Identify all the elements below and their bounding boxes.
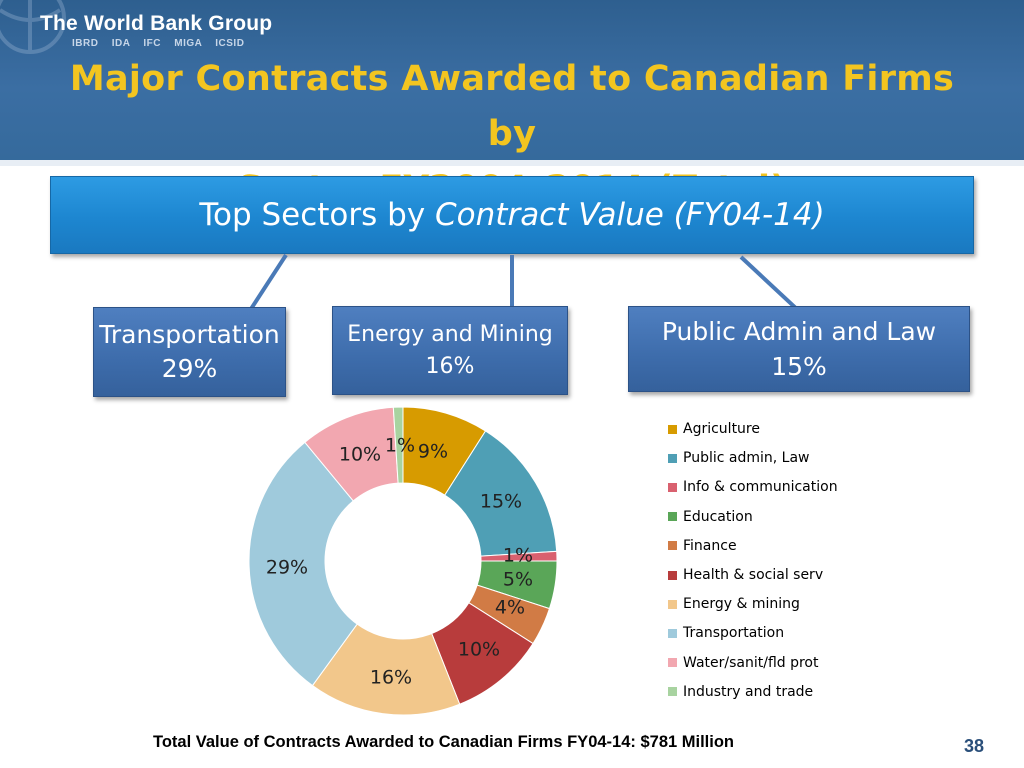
donut-slice-0 [402,406,487,496]
page-number: 38 [964,736,985,756]
legend-label: Industry and trade [683,683,814,700]
title-line-1: Major Contracts Awarded to Canadian Firm… [69,59,955,154]
legend-item: Info & communication [668,476,838,498]
data-label-6: 16% [370,667,412,689]
legend-swatch [668,453,677,463]
sector-value: 29% [161,354,218,383]
top-sectors-label-italic: Contract Value (FY04-14) [435,197,825,233]
sector-value: 15% [771,352,827,381]
data-label-1: 15% [480,491,522,513]
legend-label: Health & social serv [683,567,824,583]
header-divider [0,160,1024,166]
legend-label: Info & communication [683,479,838,496]
legend-label: Education [683,508,753,525]
top-sectors-label: Top Sectors by [199,197,436,233]
legend-item: Health & social serv [668,564,823,586]
donut-slice-8 [304,406,399,502]
sector-box-energy-mining: Energy and Mining 16% [332,306,568,395]
data-label-7: 29% [266,557,308,579]
donut-slice-7 [248,441,358,687]
legend-swatch [668,482,677,492]
legend-swatch [668,424,677,434]
donut-slice-2 [480,550,558,562]
legend-label: Water/sanit/fld prot [683,654,819,671]
sector-value: 16% [425,353,475,379]
donut-slice-3 [476,560,558,610]
legend-label: Public admin, Law [683,450,810,467]
legend-item: Public admin, Law [668,447,809,469]
legend-item: Water/sanit/fld prot [668,652,819,674]
sector-name: Energy and Mining [347,321,553,347]
donut-slice-5 [431,602,534,705]
legend-label: Energy & mining [683,596,800,613]
data-label-0: 9% [418,441,448,463]
data-label-5: 10% [458,639,500,661]
data-label-2: 1% [503,545,533,567]
connector-right [739,255,798,311]
sector-name: Public Admin and Law [661,317,937,346]
legend-item: Education [668,506,753,528]
legend-item: Transportation [668,622,784,644]
legend-item: Finance [668,535,737,557]
legend-label: Finance [683,537,737,554]
donut-slice-1 [444,430,558,557]
sector-name: Transportation [99,320,280,349]
connector-center [510,255,514,308]
org-members: IBRD IDA IFC MIGA ICSID [72,38,245,49]
legend-label: Agriculture [683,421,760,437]
data-label-8: 10% [339,444,381,466]
top-sectors-box: Top Sectors by Contract Value (FY04-14) [50,176,974,254]
legend-swatch [668,570,677,580]
footer-total: Total Value of Contracts Awarded to Cana… [153,733,734,751]
slide-header: The World Bank Group IBRD IDA IFC MIGA I… [0,0,1024,209]
legend-swatch [668,658,677,668]
legend-item: Energy & mining [668,593,800,615]
legend-swatch [668,541,677,551]
legend-swatch [668,687,677,697]
connector-left [248,253,288,312]
data-label-4: 4% [495,597,525,619]
legend-label: Transportation [683,625,785,642]
legend-item: Agriculture [668,418,760,440]
legend-swatch [668,599,677,609]
data-label-3: 5% [503,569,533,591]
world-bank-globe-icon [0,0,66,54]
legend-swatch [668,628,677,638]
legend-swatch [668,512,677,522]
org-name: The World Bank Group [40,12,273,35]
legend-item: Industry and trade [668,681,813,703]
data-label-9: 1% [385,435,415,457]
sector-box-public-admin-law: Public Admin and Law 15% [628,306,970,392]
donut-slice-4 [468,584,551,645]
sector-box-transportation: Transportation 29% [93,307,286,397]
donut-slice-6 [311,623,461,716]
donut-slice-9 [392,406,404,484]
